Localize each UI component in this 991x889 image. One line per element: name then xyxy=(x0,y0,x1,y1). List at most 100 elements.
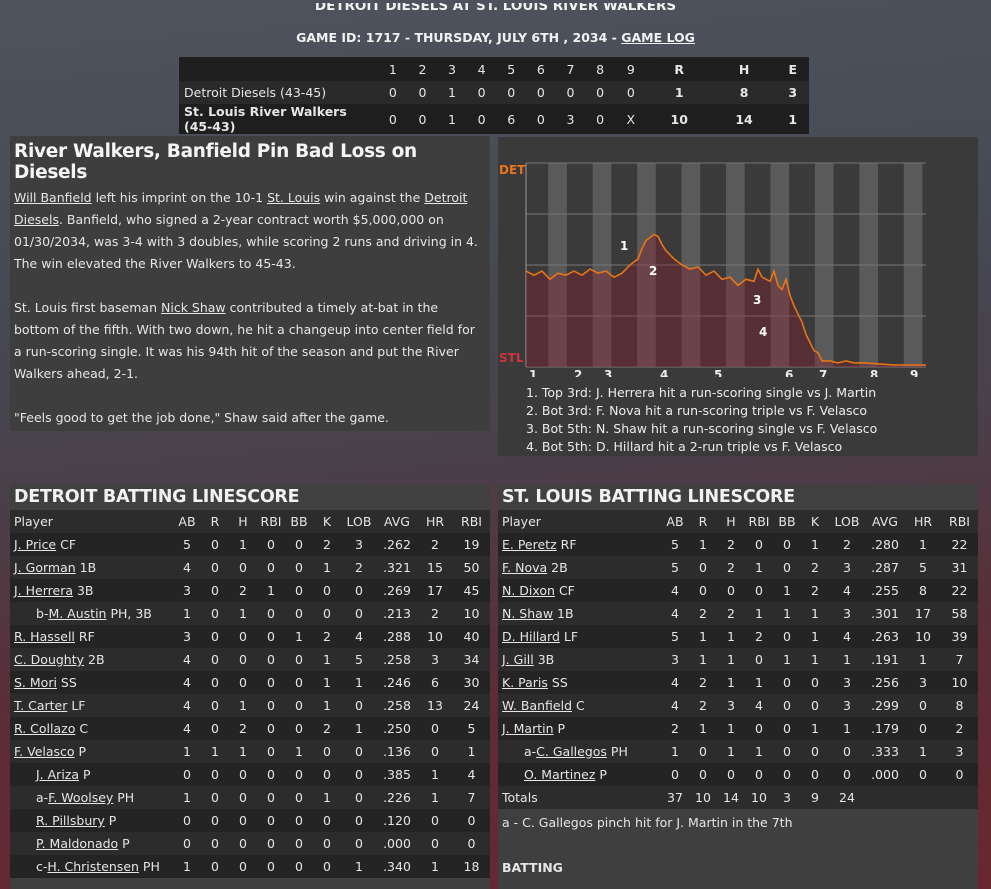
team-link[interactable]: St. Louis xyxy=(267,190,321,205)
event-marker[interactable]: 1 xyxy=(620,239,628,253)
column-header[interactable]: R xyxy=(201,510,229,533)
stat-cell: 0 xyxy=(201,786,229,809)
inning-label: 1 xyxy=(529,368,537,377)
stat-cell: 0 xyxy=(285,671,313,694)
player-link[interactable]: D. Hillard xyxy=(502,629,560,644)
stat-cell: 0 xyxy=(285,648,313,671)
player-position: 2B xyxy=(547,560,568,575)
player-position: P xyxy=(74,744,87,759)
game-log-link[interactable]: GAME LOG xyxy=(621,30,695,45)
column-header[interactable]: R xyxy=(689,510,717,533)
player-link[interactable]: E. Peretz xyxy=(502,537,557,552)
column-header[interactable]: AB xyxy=(173,510,201,533)
column-header[interactable]: HR xyxy=(417,510,453,533)
player-link[interactable]: S. Mori xyxy=(14,675,57,690)
player-cell: F. Nova 2B xyxy=(498,556,661,579)
batting-note: a - C. Gallegos pinch hit for J. Martin … xyxy=(502,815,793,830)
player-link[interactable]: Will Banfield xyxy=(14,190,92,205)
player-link[interactable]: T. Carter xyxy=(14,698,68,713)
batter-row: J. Gill 3B 3 1 1 0 1 1 1.191 1 7 xyxy=(498,648,978,671)
away-team-name: Detroit Diesels (43-45) xyxy=(179,81,378,104)
stat-cell: 1 xyxy=(717,671,745,694)
column-header[interactable]: RBI xyxy=(453,510,490,533)
player-cell: b-M. Austin PH, 3B xyxy=(10,602,173,625)
stat-cell: 0 xyxy=(285,694,313,717)
batter-row: c-H. Christensen PH 1 0 0 0 0 0 1.340 1 18 xyxy=(10,855,490,878)
column-header[interactable]: H xyxy=(229,510,257,533)
player-link[interactable]: J. Ariza xyxy=(36,767,80,782)
player-link[interactable]: O. Martinez xyxy=(524,767,596,782)
player-link[interactable]: C. Doughty xyxy=(14,652,85,667)
player-link[interactable]: J. Gorman xyxy=(14,560,76,575)
player-link[interactable]: J. Martin xyxy=(502,721,554,736)
total-cell: 10 xyxy=(745,786,773,809)
player-link[interactable]: F. Velasco xyxy=(14,744,75,759)
player-link[interactable]: N. Shaw xyxy=(502,606,554,621)
linescore-cell: 10 xyxy=(646,104,712,134)
player-cell: P. Maldonado P xyxy=(10,832,173,855)
column-header[interactable]: Player xyxy=(10,510,173,533)
player-link[interactable]: N. Dixon xyxy=(502,583,555,598)
stlouis-batting-table: Player AB R H RBI BB K LOB AVG HR RBI E. Peretz RF 5… xyxy=(498,510,978,809)
batter-row: F. Nova 2B 5 0 2 1 0 2 3.287 5 31 xyxy=(498,556,978,579)
stat-cell: 0 xyxy=(285,556,313,579)
player-link[interactable]: W. Banfield xyxy=(502,698,573,713)
player-position: 3B xyxy=(533,652,555,667)
stat-cell: 0 xyxy=(285,763,313,786)
player-cell: a-C. Gallegos PH xyxy=(498,740,661,763)
player-link[interactable]: F. Nova xyxy=(502,560,548,575)
player-link[interactable]: M. Austin xyxy=(48,606,107,621)
column-header[interactable]: AVG xyxy=(865,510,905,533)
player-link[interactable]: J. Gill xyxy=(502,652,534,667)
stat-cell: 22 xyxy=(941,533,978,556)
batter-row: K. Paris SS 4 2 1 1 0 0 3.256 3 10 xyxy=(498,671,978,694)
stat-cell: 17 xyxy=(417,579,453,602)
column-header[interactable]: AB xyxy=(661,510,689,533)
player-link[interactable]: F. Woolsey xyxy=(48,790,114,805)
player-link[interactable]: H. Christensen xyxy=(47,859,139,874)
column-header[interactable]: LOB xyxy=(341,510,377,533)
event-marker[interactable]: 4 xyxy=(759,325,767,339)
player-link[interactable]: J. Herrera xyxy=(14,583,73,598)
stat-cell: 0 xyxy=(313,809,341,832)
event-item: 4. Bot 5th: D. Hillard hit a 2-run tripl… xyxy=(526,439,843,454)
stat-cell: 0 xyxy=(689,579,717,602)
player-link[interactable]: P. Maldonado xyxy=(36,836,119,851)
column-header[interactable]: H xyxy=(717,510,745,533)
batter-row: O. Martinez P 0 0 0 0 0 0 0.000 0 0 xyxy=(498,763,978,786)
stat-cell: 1 xyxy=(801,602,829,625)
player-link[interactable]: J. Price xyxy=(14,537,57,552)
column-header[interactable]: BB xyxy=(773,510,801,533)
stat-cell: 1 xyxy=(661,740,689,763)
stat-cell: 0 xyxy=(341,602,377,625)
event-marker[interactable]: 2 xyxy=(649,264,657,278)
column-header[interactable]: K xyxy=(313,510,341,533)
stat-cell: 3 xyxy=(941,740,978,763)
stat-cell: 1 xyxy=(801,625,829,648)
sub-prefix: b- xyxy=(36,606,49,621)
column-header[interactable]: K xyxy=(801,510,829,533)
team-link[interactable]: Detroit Diesels xyxy=(14,190,468,227)
column-header[interactable]: Player xyxy=(498,510,661,533)
stat-cell: 0 xyxy=(745,648,773,671)
stat-cell: 1 xyxy=(417,763,453,786)
player-link[interactable]: C. Gallegos xyxy=(536,744,607,759)
column-header[interactable]: HR xyxy=(905,510,941,533)
player-link[interactable]: R. Hassell xyxy=(14,629,75,644)
linescore-cell: 0 xyxy=(378,81,408,104)
column-header[interactable]: AVG xyxy=(377,510,417,533)
player-link[interactable]: R. Collazo xyxy=(14,721,76,736)
player-link[interactable]: R. Pillsbury xyxy=(36,813,105,828)
player-link[interactable]: Nick Shaw xyxy=(161,300,226,315)
column-header[interactable]: BB xyxy=(285,510,313,533)
player-link[interactable]: K. Paris xyxy=(502,675,548,690)
event-marker[interactable]: 3 xyxy=(753,293,761,307)
column-header[interactable]: LOB xyxy=(829,510,865,533)
stat-cell: 1 xyxy=(773,648,801,671)
stat-cell: 1 xyxy=(689,625,717,648)
stat-cell: 0 xyxy=(773,694,801,717)
column-header[interactable]: RBI xyxy=(257,510,285,533)
stat-cell: 0 xyxy=(801,763,829,786)
column-header[interactable]: RBI xyxy=(941,510,978,533)
column-header[interactable]: RBI xyxy=(745,510,773,533)
